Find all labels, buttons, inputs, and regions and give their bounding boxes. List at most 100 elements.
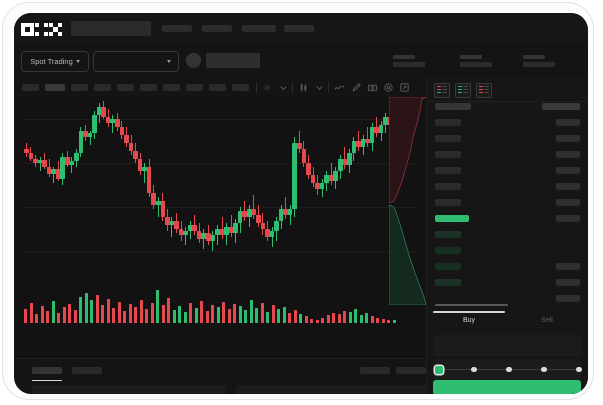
- tab-order-history[interactable]: [72, 367, 102, 374]
- orderbook-row[interactable]: [435, 167, 461, 174]
- active-tab-underline: [32, 380, 62, 381]
- pencil-icon[interactable]: [351, 82, 362, 93]
- price-input[interactable]: [433, 335, 581, 356]
- orderbook-rows[interactable]: [427, 103, 588, 302]
- chevron-down-icon[interactable]: [314, 82, 325, 93]
- orderbook-layout-both-icon[interactable]: [434, 83, 450, 98]
- timeframe-button-2[interactable]: [45, 84, 65, 91]
- orderbook-row[interactable]: [435, 199, 461, 206]
- tab-buy[interactable]: Buy: [462, 317, 476, 324]
- volume-bar: [156, 290, 160, 323]
- timeframe-button-7[interactable]: [163, 84, 180, 91]
- tab-sell[interactable]: Sell: [541, 317, 553, 324]
- volume-bar: [183, 312, 187, 323]
- orderbook-scrollbar[interactable]: [435, 304, 508, 306]
- bottom-field-1[interactable]: [32, 385, 226, 394]
- orderbook-row[interactable]: [556, 279, 580, 286]
- volume-bar: [365, 313, 369, 323]
- volume-bar: [200, 301, 204, 323]
- timeframe-button-4[interactable]: [94, 84, 111, 91]
- nav-item-earn[interactable]: [242, 25, 276, 32]
- bottom-field-2[interactable]: [236, 385, 430, 394]
- orderbook-row[interactable]: [556, 295, 580, 302]
- volume-bar: [222, 302, 226, 323]
- orderbook-layout-asks-icon[interactable]: [476, 83, 492, 98]
- bottom-action-2[interactable]: [396, 367, 426, 374]
- pair-coin-avatar: [186, 53, 201, 68]
- orderbook-row[interactable]: [435, 263, 461, 270]
- slider-stop-50[interactable]: [506, 366, 512, 373]
- orderbook-row[interactable]: [435, 151, 461, 158]
- nav-item-markets[interactable]: [162, 25, 192, 32]
- slider-stop-25[interactable]: [471, 366, 477, 373]
- candle-type-icon[interactable]: [298, 82, 309, 93]
- orderbook-row[interactable]: [556, 151, 580, 158]
- orderbook-row[interactable]: [435, 119, 461, 126]
- orderbook-row[interactable]: [435, 279, 461, 286]
- orderbook-row[interactable]: [542, 103, 580, 110]
- timeframe-button-1[interactable]: [22, 84, 39, 91]
- market-type-dropdown[interactable]: Spot Trading: [21, 51, 89, 72]
- orderbook-row[interactable]: [556, 199, 580, 206]
- settings-icon[interactable]: [383, 82, 394, 93]
- timeframe-button-6[interactable]: [140, 84, 157, 91]
- tab-open-orders[interactable]: [32, 367, 62, 374]
- orderbook-row[interactable]: [556, 263, 580, 270]
- volume-bar: [332, 313, 336, 323]
- camera-icon[interactable]: [367, 82, 378, 93]
- orderbook-row[interactable]: [556, 167, 580, 174]
- slider-stop-100[interactable]: [576, 366, 582, 373]
- stat-value: [460, 62, 492, 67]
- volume-bar: [381, 319, 385, 323]
- timeframe-button-5[interactable]: [117, 84, 134, 91]
- app-screen: Spot Trading: [14, 13, 588, 394]
- toolbar-divider: [292, 82, 293, 93]
- orderbook-row[interactable]: [435, 183, 461, 190]
- nav-item-trade[interactable]: [202, 25, 232, 32]
- orderbook-row[interactable]: [435, 231, 461, 238]
- volume-bar: [73, 310, 77, 323]
- volume-bar: [315, 320, 319, 323]
- volume-bar: [134, 307, 138, 323]
- orderbook-row[interactable]: [556, 183, 580, 190]
- orderbook-row[interactable]: [435, 103, 471, 110]
- logo-ring-glyph: [35, 23, 48, 36]
- orderbook-divider: [427, 101, 588, 102]
- timeframe-button-8[interactable]: [186, 84, 203, 91]
- toolbar-divider: [256, 82, 257, 93]
- orderbook-row[interactable]: [556, 135, 580, 142]
- orderbook-layout-bids-icon[interactable]: [455, 83, 471, 98]
- volume-bar: [84, 293, 88, 323]
- timeframe-button-3[interactable]: [71, 84, 88, 91]
- volume-bar: [233, 304, 237, 323]
- orderbook-row[interactable]: [435, 247, 461, 254]
- slider-handle[interactable]: [435, 365, 443, 374]
- okx-logo[interactable]: [21, 23, 63, 36]
- volume-bar: [293, 310, 297, 323]
- timeframe-button-10[interactable]: [232, 84, 249, 91]
- submit-buy-button[interactable]: [433, 380, 581, 394]
- chart-gridline: [22, 119, 418, 120]
- fullscreen-icon[interactable]: [399, 82, 410, 93]
- orderbook-row[interactable]: [435, 135, 461, 142]
- bottom-action-1[interactable]: [360, 367, 390, 374]
- pair-selector-dropdown[interactable]: [93, 51, 179, 72]
- search-input[interactable]: [71, 21, 151, 36]
- orderbook-row[interactable]: [556, 215, 580, 222]
- slider-stop-75[interactable]: [541, 366, 547, 373]
- indicator-icon[interactable]: [334, 82, 345, 93]
- nav-item-more[interactable]: [284, 25, 314, 32]
- chevron-down-icon[interactable]: [278, 82, 289, 93]
- volume-bar: [348, 312, 352, 323]
- amount-percent-slider[interactable]: [435, 365, 583, 374]
- volume-bar: [145, 309, 149, 323]
- volume-bar: [321, 318, 325, 323]
- orderbook-row-selected[interactable]: [435, 215, 469, 222]
- volume-bar: [40, 306, 44, 323]
- interval-icon[interactable]: 15: [263, 82, 274, 93]
- volume-bar: [370, 316, 374, 323]
- timeframe-button-9[interactable]: [209, 84, 226, 91]
- price-chart-panel[interactable]: [14, 97, 426, 358]
- orderbook-row[interactable]: [556, 119, 580, 126]
